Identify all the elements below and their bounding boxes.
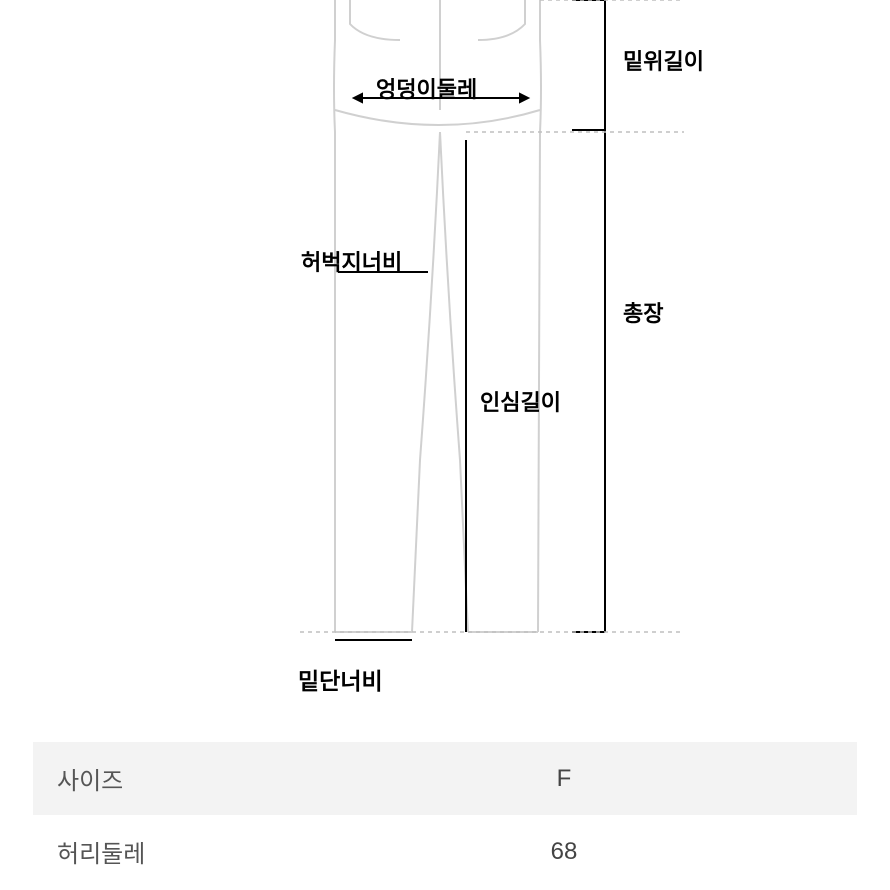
label-total-length: 총장 bbox=[623, 296, 663, 328]
table-row: 허리둘레 68 bbox=[33, 815, 857, 888]
table-row: 사이즈 F bbox=[33, 742, 857, 815]
size-header-value: F bbox=[271, 742, 857, 815]
label-inseam: 인심길이 bbox=[480, 385, 561, 417]
waist-value: 68 bbox=[271, 815, 857, 888]
label-hip: 엉덩이둘레 bbox=[376, 72, 477, 104]
diagram-svg bbox=[0, 0, 890, 740]
waist-label: 허리둘레 bbox=[33, 815, 271, 888]
label-thigh: 허벅지너비 bbox=[301, 245, 402, 277]
label-hem: 밑단너비 bbox=[298, 662, 383, 696]
pants-measurement-diagram: 엉덩이둘레 밑위길이 허벅지너비 총장 인심길이 밑단너비 bbox=[0, 0, 890, 740]
size-table: 사이즈 F 허리둘레 68 bbox=[33, 742, 857, 888]
label-rise: 밑위길이 bbox=[623, 44, 704, 76]
size-header-label: 사이즈 bbox=[33, 742, 271, 815]
